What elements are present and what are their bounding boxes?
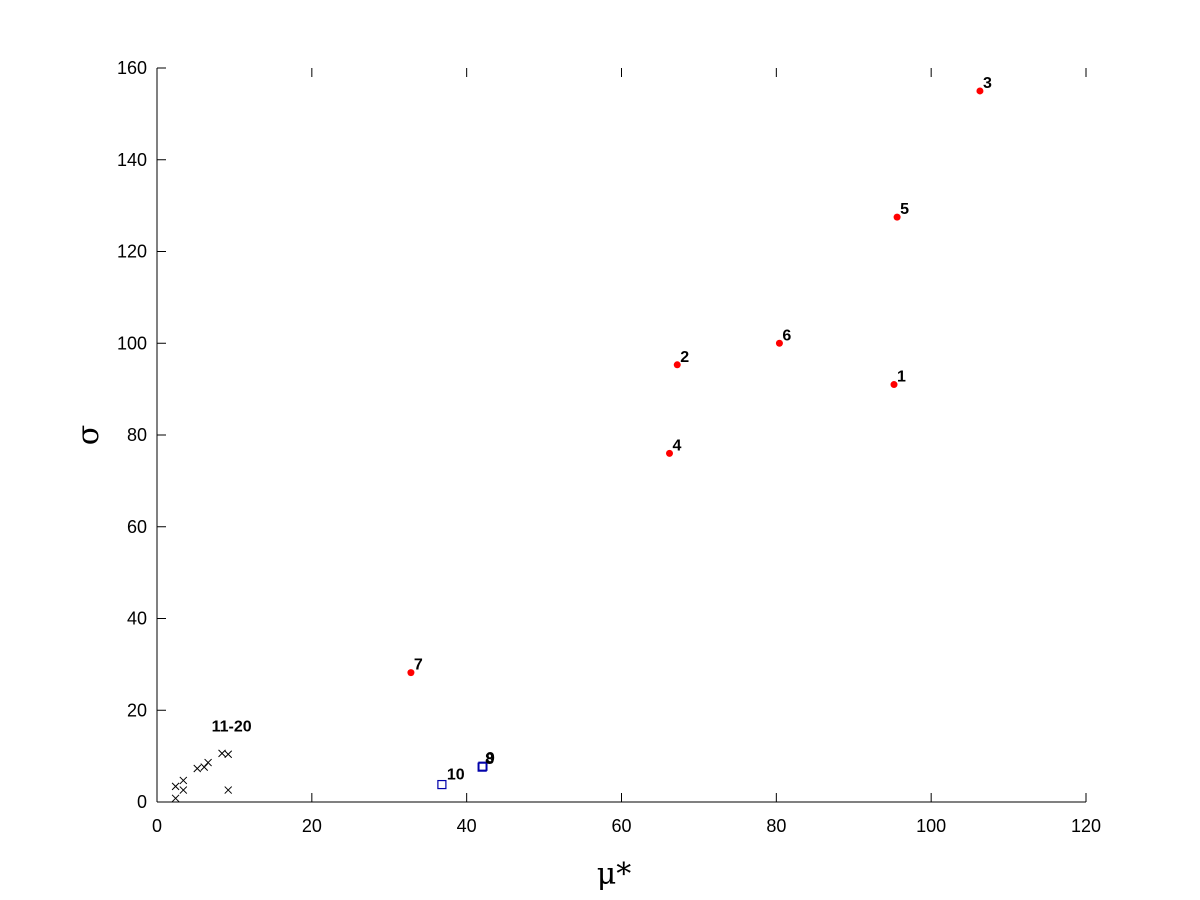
x-tick-label: 120 — [1071, 816, 1101, 836]
point-label-7: 7 — [414, 657, 423, 674]
data-point-9 — [478, 761, 488, 771]
data-point-cross — [224, 750, 233, 759]
data-point-8 — [477, 762, 487, 772]
point-label-10: 10 — [447, 767, 465, 784]
plot-area — [157, 68, 1086, 802]
point-label-9: 9 — [486, 750, 495, 767]
point-label-6: 6 — [782, 327, 791, 344]
y-tick-label: 120 — [117, 242, 147, 262]
data-point-cross — [193, 764, 202, 773]
point-label-2: 2 — [680, 349, 689, 366]
data-point-3 — [976, 87, 984, 95]
x-tick-label: 80 — [766, 816, 786, 836]
data-point-cross — [171, 794, 180, 803]
y-tick-label: 100 — [117, 333, 147, 353]
data-point-6 — [775, 339, 783, 347]
point-labels: 1 2 3 4 5 6 7 89 10 11-20 — [212, 75, 992, 784]
data-points — [171, 87, 984, 803]
y-axis-ticks: 0 20 40 60 80 100 120 140 160 — [117, 58, 166, 812]
point-label-8: 8 — [485, 751, 494, 768]
x-tick-label: 0 — [152, 816, 162, 836]
x-tick-label: 40 — [457, 816, 477, 836]
data-point-cross — [179, 776, 188, 785]
data-point-4 — [665, 449, 673, 457]
y-axis-label: σ — [71, 425, 106, 445]
data-point-cross — [179, 786, 188, 794]
y-tick-label: 0 — [137, 792, 147, 812]
y-tick-label: 80 — [127, 425, 147, 445]
point-label-4: 4 — [672, 437, 681, 454]
x-axis-ticks: 0 20 40 60 80 100 120 — [152, 68, 1101, 836]
data-point-cross — [218, 749, 226, 758]
data-point-cross — [224, 786, 233, 794]
data-point-cross — [204, 758, 212, 767]
x-tick-label: 20 — [302, 816, 322, 836]
data-point-7 — [407, 669, 415, 677]
y-tick-label: 140 — [117, 150, 147, 170]
data-point-1 — [890, 381, 898, 389]
point-label-3: 3 — [983, 75, 992, 92]
data-point-2 — [673, 361, 681, 369]
data-point-10 — [437, 779, 447, 790]
x-tick-label: 60 — [611, 816, 631, 836]
x-axis-label: μ* — [597, 857, 632, 892]
y-tick-label: 160 — [117, 58, 147, 78]
group-label-11-20: 11-20 — [212, 718, 252, 735]
point-label-1: 1 — [897, 369, 906, 386]
point-label-5: 5 — [900, 201, 909, 218]
data-point-cross — [171, 782, 180, 791]
x-tick-label: 100 — [916, 816, 946, 836]
y-tick-label: 20 — [127, 700, 147, 720]
data-point-5 — [893, 213, 901, 221]
y-tick-label: 60 — [127, 517, 147, 537]
data-point-cross — [200, 763, 209, 771]
y-tick-label: 40 — [127, 609, 147, 629]
